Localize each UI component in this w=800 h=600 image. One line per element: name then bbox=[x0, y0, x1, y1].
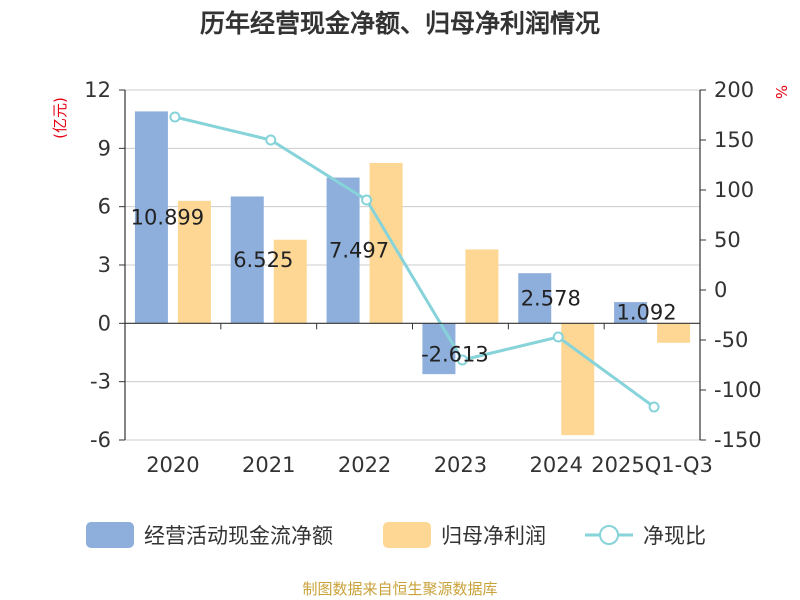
category-label: 2023 bbox=[434, 453, 487, 477]
legend-label-ratio: 净现比 bbox=[643, 524, 706, 548]
bar-net-profit bbox=[273, 239, 307, 324]
right-tick-label: 0 bbox=[714, 278, 727, 302]
data-label-cashflow: 6.525 bbox=[233, 248, 293, 272]
legend-label-net-profit: 归母净利润 bbox=[441, 524, 546, 548]
data-label-cashflow: 10.899 bbox=[131, 205, 204, 229]
bar-cashflow bbox=[422, 323, 456, 375]
category-label: 2022 bbox=[338, 453, 391, 477]
left-tick-label: 0 bbox=[98, 311, 111, 335]
right-tick-label: -100 bbox=[714, 378, 762, 402]
category-label: 2025Q1-Q3 bbox=[591, 453, 713, 477]
data-label-cashflow: 1.092 bbox=[617, 301, 677, 325]
right-axis-unit: % bbox=[772, 85, 790, 99]
ratio-line-path bbox=[174, 115, 655, 409]
left-tick-label: 6 bbox=[98, 195, 111, 219]
bars bbox=[134, 111, 691, 436]
left-axis-unit: (亿元) bbox=[51, 97, 69, 139]
data-label-cashflow: 7.497 bbox=[329, 238, 389, 262]
bar-net-profit bbox=[177, 200, 211, 324]
chart-title: 历年经营现金净额、归母净利润情况 bbox=[200, 9, 600, 38]
legend-label-cashflow: 经营活动现金流净额 bbox=[144, 524, 333, 548]
legend-swatch-net-profit bbox=[383, 522, 431, 548]
ratio-point bbox=[265, 134, 277, 146]
ratio-point bbox=[169, 111, 181, 123]
data-source: 制图数据来自恒生聚源数据库 bbox=[302, 580, 497, 598]
bar-net-profit bbox=[657, 323, 691, 343]
category-label: 2024 bbox=[530, 453, 583, 477]
ratio-line bbox=[169, 111, 660, 413]
left-tick-label: -6 bbox=[90, 428, 111, 452]
data-label-cashflow: -2.613 bbox=[421, 342, 489, 366]
bar-cashflow bbox=[230, 196, 264, 324]
legend: 经营活动现金流净额 归母净利润 净现比 bbox=[86, 522, 706, 548]
bar-net-profit bbox=[369, 162, 403, 324]
data-labels: 10.899 6.525 7.497 -2.613 2.578 1.092 bbox=[131, 205, 677, 366]
left-tick-label: 3 bbox=[98, 253, 111, 277]
ratio-point bbox=[456, 354, 468, 366]
left-tick-label: -3 bbox=[90, 370, 111, 394]
right-tick-label: 50 bbox=[714, 228, 741, 252]
right-tick-label: 150 bbox=[714, 128, 754, 152]
category-label: 2020 bbox=[146, 453, 199, 477]
bar-net-profit bbox=[561, 323, 595, 436]
category-label: 2021 bbox=[242, 453, 295, 477]
bar-cashflow bbox=[326, 177, 360, 324]
legend-swatch-cashflow bbox=[86, 522, 134, 548]
bar-cashflow bbox=[614, 302, 648, 324]
left-tick-label: 9 bbox=[98, 136, 111, 160]
data-label-cashflow: 2.578 bbox=[521, 286, 581, 310]
grid bbox=[125, 89, 700, 441]
ratio-point bbox=[552, 331, 564, 343]
right-tick-label: 100 bbox=[714, 178, 754, 202]
bar-cashflow bbox=[134, 111, 168, 324]
ratio-point bbox=[648, 401, 660, 413]
right-tick-label: -50 bbox=[714, 328, 748, 352]
bar-net-profit bbox=[465, 249, 499, 324]
bar-cashflow bbox=[518, 273, 552, 324]
right-tick-label: 200 bbox=[714, 78, 754, 102]
ratio-point bbox=[361, 194, 373, 206]
left-tick-label: 12 bbox=[84, 78, 111, 102]
right-tick-label: -150 bbox=[714, 428, 762, 452]
axes: -6 -3 0 3 6 9 12 -150 -100 -50 0 50 100 150 200 2020 202… bbox=[84, 78, 761, 477]
legend-marker-ratio bbox=[599, 525, 619, 545]
